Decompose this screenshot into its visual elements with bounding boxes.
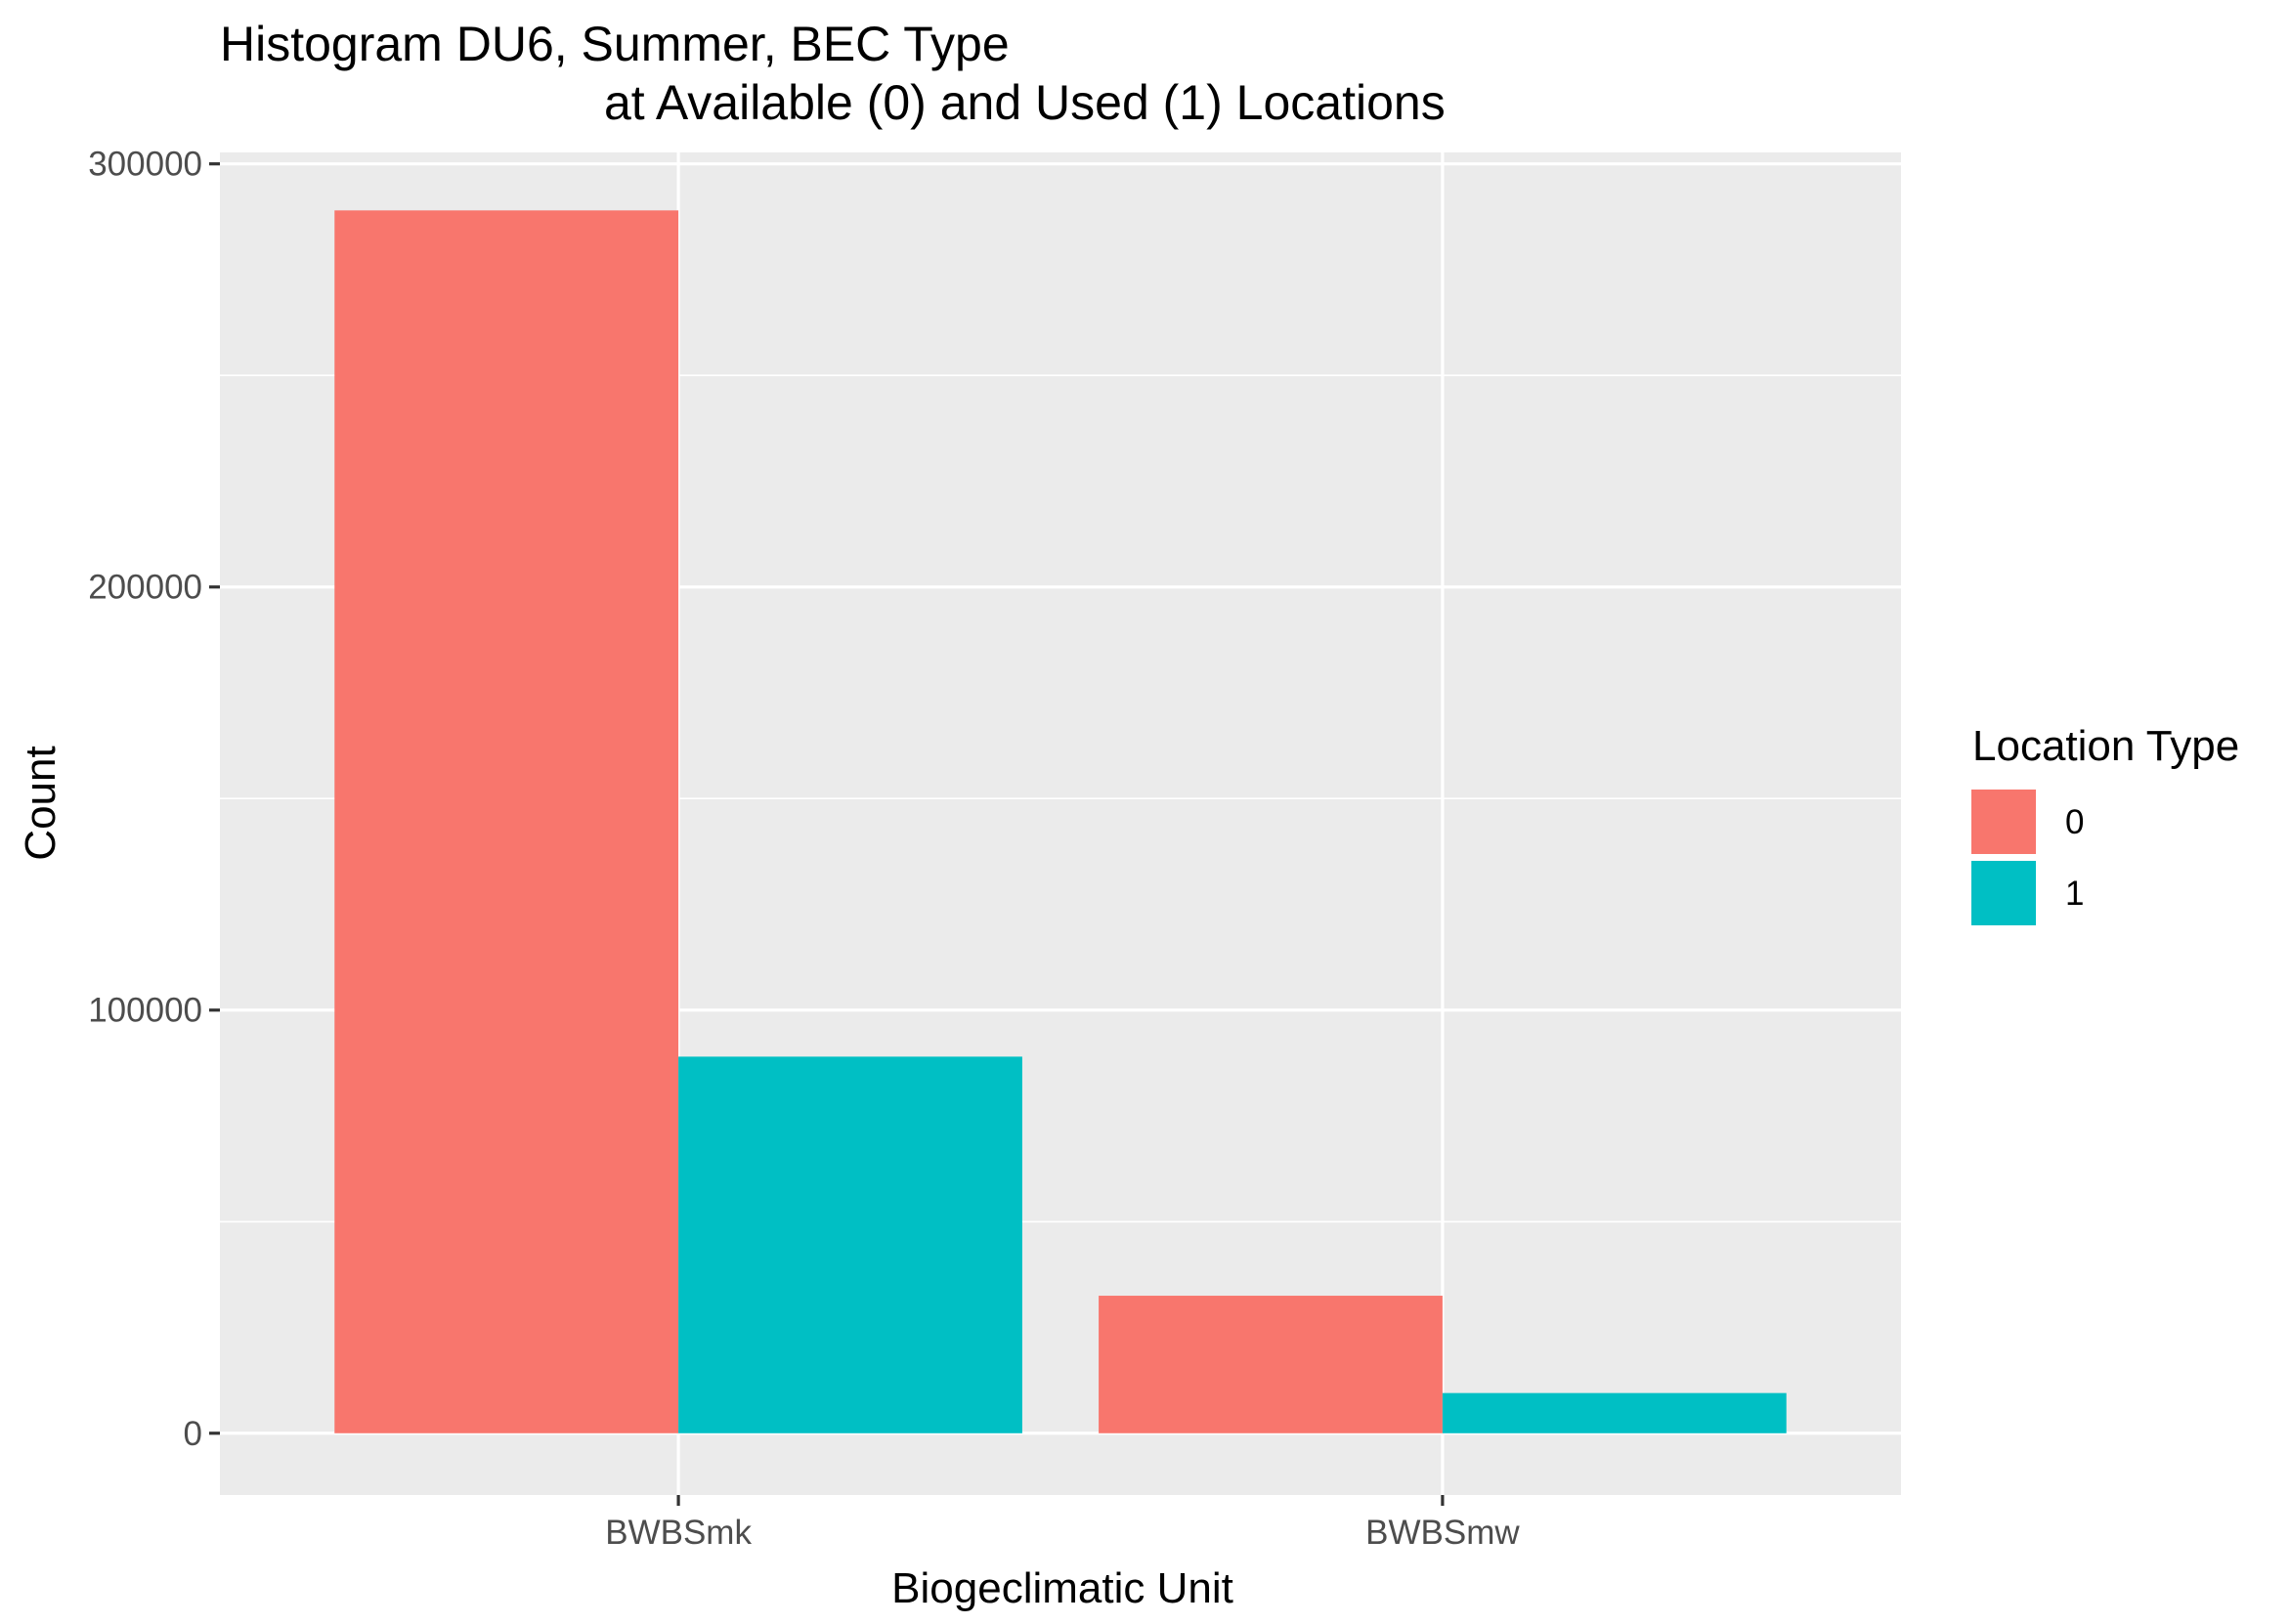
y-tick-label: 200000 bbox=[88, 569, 202, 607]
legend: Location Type 0 1 bbox=[1971, 722, 2239, 925]
bar-bwbsmk-series-0 bbox=[334, 210, 679, 1433]
x-tick-label: BWBSmw bbox=[1365, 1514, 1520, 1552]
chart-title-line-2: at Available (0) and Used (1) Locations bbox=[604, 75, 1446, 130]
legend-key-1 bbox=[1971, 861, 2036, 925]
y-tick-label: 0 bbox=[184, 1415, 202, 1453]
bar-bwbsmk-series-1 bbox=[678, 1056, 1022, 1433]
x-axis-title: Biogeclimatic Unit bbox=[891, 1564, 1233, 1612]
legend-title: Location Type bbox=[1972, 722, 2239, 770]
y-axis: 0 100000 200000 300000 bbox=[88, 146, 220, 1453]
y-tick-label: 300000 bbox=[88, 146, 202, 184]
x-tick-label: BWBSmk bbox=[605, 1514, 752, 1552]
chart-title-line-1: Histogram DU6, Summer, BEC Type bbox=[220, 17, 1010, 71]
legend-label-0: 0 bbox=[2065, 803, 2084, 841]
legend-label-1: 1 bbox=[2065, 875, 2084, 913]
bar-bwbsmw-series-0 bbox=[1099, 1296, 1443, 1433]
bar-bwbsmw-series-1 bbox=[1442, 1392, 1787, 1433]
y-tick-label: 100000 bbox=[88, 992, 202, 1030]
bars bbox=[334, 210, 1787, 1433]
y-axis-title: Count bbox=[17, 746, 65, 860]
x-axis: BWBSmk BWBSmw bbox=[605, 1495, 1520, 1552]
legend-key-0 bbox=[1971, 790, 2036, 854]
